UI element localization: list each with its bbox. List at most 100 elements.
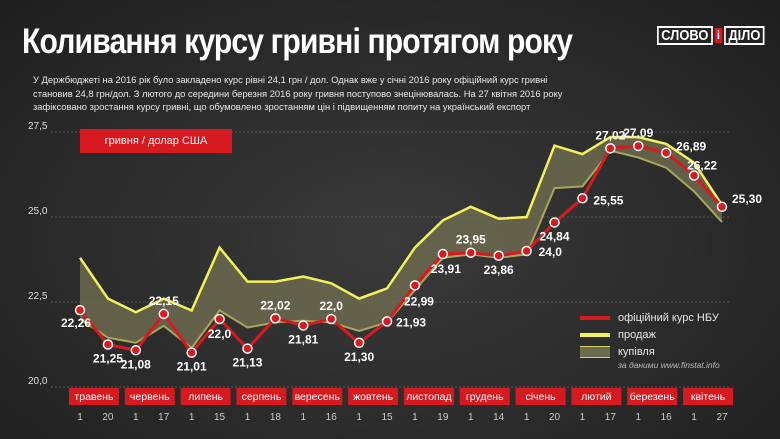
data-label: 21,30 — [344, 350, 374, 364]
legend-item-buy: купівля — [580, 343, 719, 360]
legend-swatch-buy — [580, 345, 610, 358]
official-point — [214, 313, 225, 325]
x-tick-label: 1 — [301, 412, 307, 423]
y-tick-label: 22,5 — [28, 291, 48, 302]
data-label: 21,01 — [177, 360, 207, 374]
x-tick-label: 1 — [189, 412, 195, 423]
legend-label-sell: продаж — [618, 328, 656, 341]
month-box — [180, 388, 231, 405]
legend-item-official: офіційний курс НБУ — [580, 309, 719, 326]
official-point — [577, 193, 588, 204]
official-point — [130, 345, 142, 356]
x-tick-label: 15 — [381, 412, 393, 423]
data-label: 25,55 — [593, 193, 623, 207]
month-box — [236, 388, 287, 405]
month-label: жовтень — [353, 391, 394, 403]
month-box — [515, 388, 566, 405]
official-point — [74, 304, 86, 316]
data-label: 22,0 — [208, 327, 232, 341]
x-tick-label: 1 — [635, 412, 641, 423]
x-tick-label: 1 — [468, 412, 474, 423]
data-label: 23,95 — [456, 233, 486, 247]
x-tick-label: 18 — [270, 412, 282, 423]
sell-line — [78, 135, 724, 314]
official-point — [493, 250, 504, 262]
logo-right: ДІЛО — [724, 26, 765, 45]
month-box — [683, 388, 734, 405]
legend-swatch-sell — [580, 332, 610, 337]
month-label: квітень — [691, 391, 726, 403]
month-box — [571, 388, 622, 405]
y-tick-label: 27,5 — [28, 121, 48, 132]
official-point — [688, 170, 700, 181]
month-label: серпень — [242, 391, 282, 403]
official-point — [158, 308, 169, 320]
month-box — [403, 388, 454, 405]
official-point — [102, 339, 114, 350]
official-point — [521, 245, 532, 257]
x-tick-label: 1 — [356, 412, 362, 423]
month-label: грудень — [466, 391, 504, 403]
official-point — [325, 313, 337, 325]
data-label: 24,0 — [539, 245, 563, 259]
official-point — [660, 147, 672, 158]
x-tick-label: 1 — [77, 412, 83, 423]
official-point — [633, 140, 644, 152]
x-tick-label: 27 — [716, 412, 728, 423]
y-tick-label: 25,0 — [28, 206, 48, 217]
x-tick-label: 1 — [133, 412, 139, 423]
month-box — [348, 388, 399, 405]
official-point — [605, 143, 616, 154]
buy-sell-band — [80, 137, 722, 348]
month-box — [627, 388, 678, 405]
data-label: 27,02 — [595, 128, 625, 142]
month-box — [459, 388, 510, 405]
data-label: 22,26 — [61, 316, 91, 330]
official-point — [409, 280, 421, 291]
legend-label-official: офіційний курс НБУ — [618, 311, 719, 324]
data-label: 24,84 — [540, 229, 570, 243]
official-point — [186, 347, 197, 358]
legend-label-buy: купівля — [618, 345, 655, 358]
x-tick-label: 17 — [605, 412, 617, 423]
month-label: лютий — [581, 391, 611, 403]
month-label: вересень — [295, 391, 341, 403]
x-tick-label: 20 — [549, 412, 561, 423]
logo-amp: і — [714, 28, 723, 43]
unit-label: гривня / долар США — [80, 129, 232, 153]
y-tick-label: 20,0 — [28, 376, 48, 387]
x-tick-label: 17 — [158, 412, 170, 423]
description-text: У Держбюджеті на 2016 рік було закладено… — [33, 74, 563, 112]
data-label: 22,02 — [260, 298, 290, 312]
official-point — [437, 248, 449, 260]
month-box — [68, 388, 119, 405]
x-tick-label: 20 — [102, 412, 114, 423]
data-label: 21,08 — [121, 357, 151, 371]
data-label: 22,99 — [404, 294, 434, 308]
data-label: 21,81 — [288, 332, 318, 346]
x-tick-label: 14 — [493, 412, 505, 423]
data-label: 21,13 — [232, 356, 262, 370]
data-label: 23,86 — [484, 263, 514, 277]
legend-swatch-official — [580, 315, 610, 320]
x-tick-label: 1 — [580, 412, 586, 423]
official-point — [549, 217, 560, 228]
month-label: листопад — [406, 391, 451, 403]
data-label: 22,0 — [320, 299, 344, 313]
page-title: Коливання курсу гривні протягом року — [22, 22, 573, 61]
source-note: за даними www.finstat.info — [618, 360, 720, 370]
data-label: 21,25 — [93, 352, 123, 366]
logo-left: СЛОВО — [657, 26, 713, 45]
data-label: 26,89 — [676, 140, 706, 154]
official-point — [353, 337, 365, 349]
x-tick-label: 1 — [245, 412, 251, 423]
data-label: 21,93 — [396, 315, 426, 329]
x-tick-label: 1 — [412, 412, 418, 423]
official-point — [270, 313, 281, 324]
x-tick-label: 15 — [214, 412, 226, 423]
month-label: січень — [525, 391, 556, 403]
x-tick-label: 1 — [524, 412, 530, 423]
official-point — [242, 343, 253, 354]
month-box — [292, 388, 343, 405]
month-box — [124, 388, 175, 405]
